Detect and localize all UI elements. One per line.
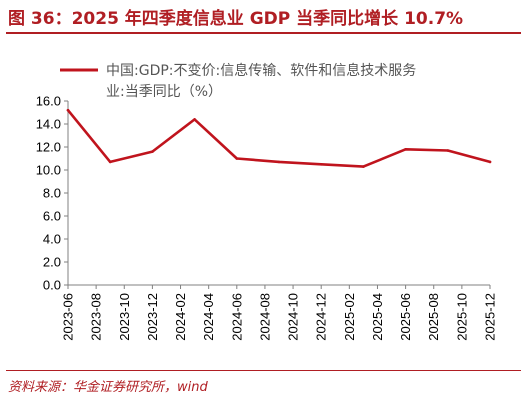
data-point [446, 149, 450, 152]
footer-divider [6, 370, 521, 371]
x-tick-label: 2024-04 [201, 293, 216, 341]
data-point [319, 163, 323, 166]
y-tick-label: 10.0 [36, 163, 61, 178]
data-point [151, 150, 154, 153]
figure-title-text: 2025 年四季度信息业 GDP 当季同比增长 10.7% [71, 9, 464, 29]
title-divider [6, 32, 521, 34]
chart-axes [64, 100, 491, 289]
data-point [66, 108, 70, 112]
legend-label-line-2: 业:当季同比（%） [106, 84, 222, 100]
x-tick-label: 2025-04 [370, 293, 385, 341]
figure-label: 图 36： [8, 9, 72, 29]
source-note: 资料来源：华金证券研究所，wind [8, 380, 208, 395]
x-tick-label: 2025-12 [483, 293, 498, 341]
x-tick-label: 2023-06 [61, 293, 76, 341]
y-tick-label: 6.0 [43, 209, 61, 224]
y-tick-label: 16.0 [36, 94, 61, 109]
x-tick-label: 2023-12 [145, 293, 160, 341]
y-tick-label: 4.0 [43, 232, 61, 247]
figure-title: 图 36：2025 年四季度信息业 GDP 当季同比增长 10.7% [8, 4, 463, 29]
data-point [108, 160, 112, 164]
x-tick-label: 2025-06 [398, 293, 413, 341]
x-tick-label: 2024-08 [257, 293, 272, 341]
series-layer [66, 108, 492, 168]
x-tick-label: 2025-10 [454, 293, 469, 341]
data-point [277, 160, 281, 164]
x-tick-label: 2024-02 [173, 293, 188, 341]
y-tick-labels: 0.0 2.0 4.0 6.0 8.0 10.0 12.0 14.0 16.0 [36, 94, 61, 293]
y-tick-label: 2.0 [43, 255, 61, 270]
data-point [362, 165, 365, 168]
y-tick-label: 12.0 [36, 140, 61, 155]
data-point [488, 160, 492, 164]
data-point [235, 157, 239, 160]
data-point [193, 118, 196, 121]
x-tick-label: 2024-12 [314, 293, 329, 341]
y-tick-label: 0.0 [43, 278, 61, 293]
x-tick-label: 2025-08 [426, 293, 441, 341]
line-chart: 中国:GDP:不变价:信息传输、软件和信息技术服务 业:当季同比（%） 0.02… [36, 62, 498, 341]
legend-label-line-1: 中国:GDP:不变价:信息传输、软件和信息技术服务 [106, 62, 416, 79]
x-tick-label: 2025-02 [342, 293, 357, 341]
x-tick-label: 2023-08 [89, 293, 104, 341]
x-tick-label: 2024-06 [229, 293, 244, 341]
legend: 中国:GDP:不变价:信息传输、软件和信息技术服务 业:当季同比（%） [60, 62, 416, 100]
series-line [66, 108, 492, 168]
x-tick-label: 2023-10 [117, 293, 132, 341]
data-point [404, 148, 407, 151]
x-tick-labels: 2023-06 2023-08 2023-10 2023-12 2024-02 2024-… [61, 293, 498, 341]
y-tick-label: 14.0 [36, 117, 61, 132]
y-tick-label: 8.0 [43, 186, 61, 201]
x-tick-label: 2024-10 [286, 293, 301, 341]
